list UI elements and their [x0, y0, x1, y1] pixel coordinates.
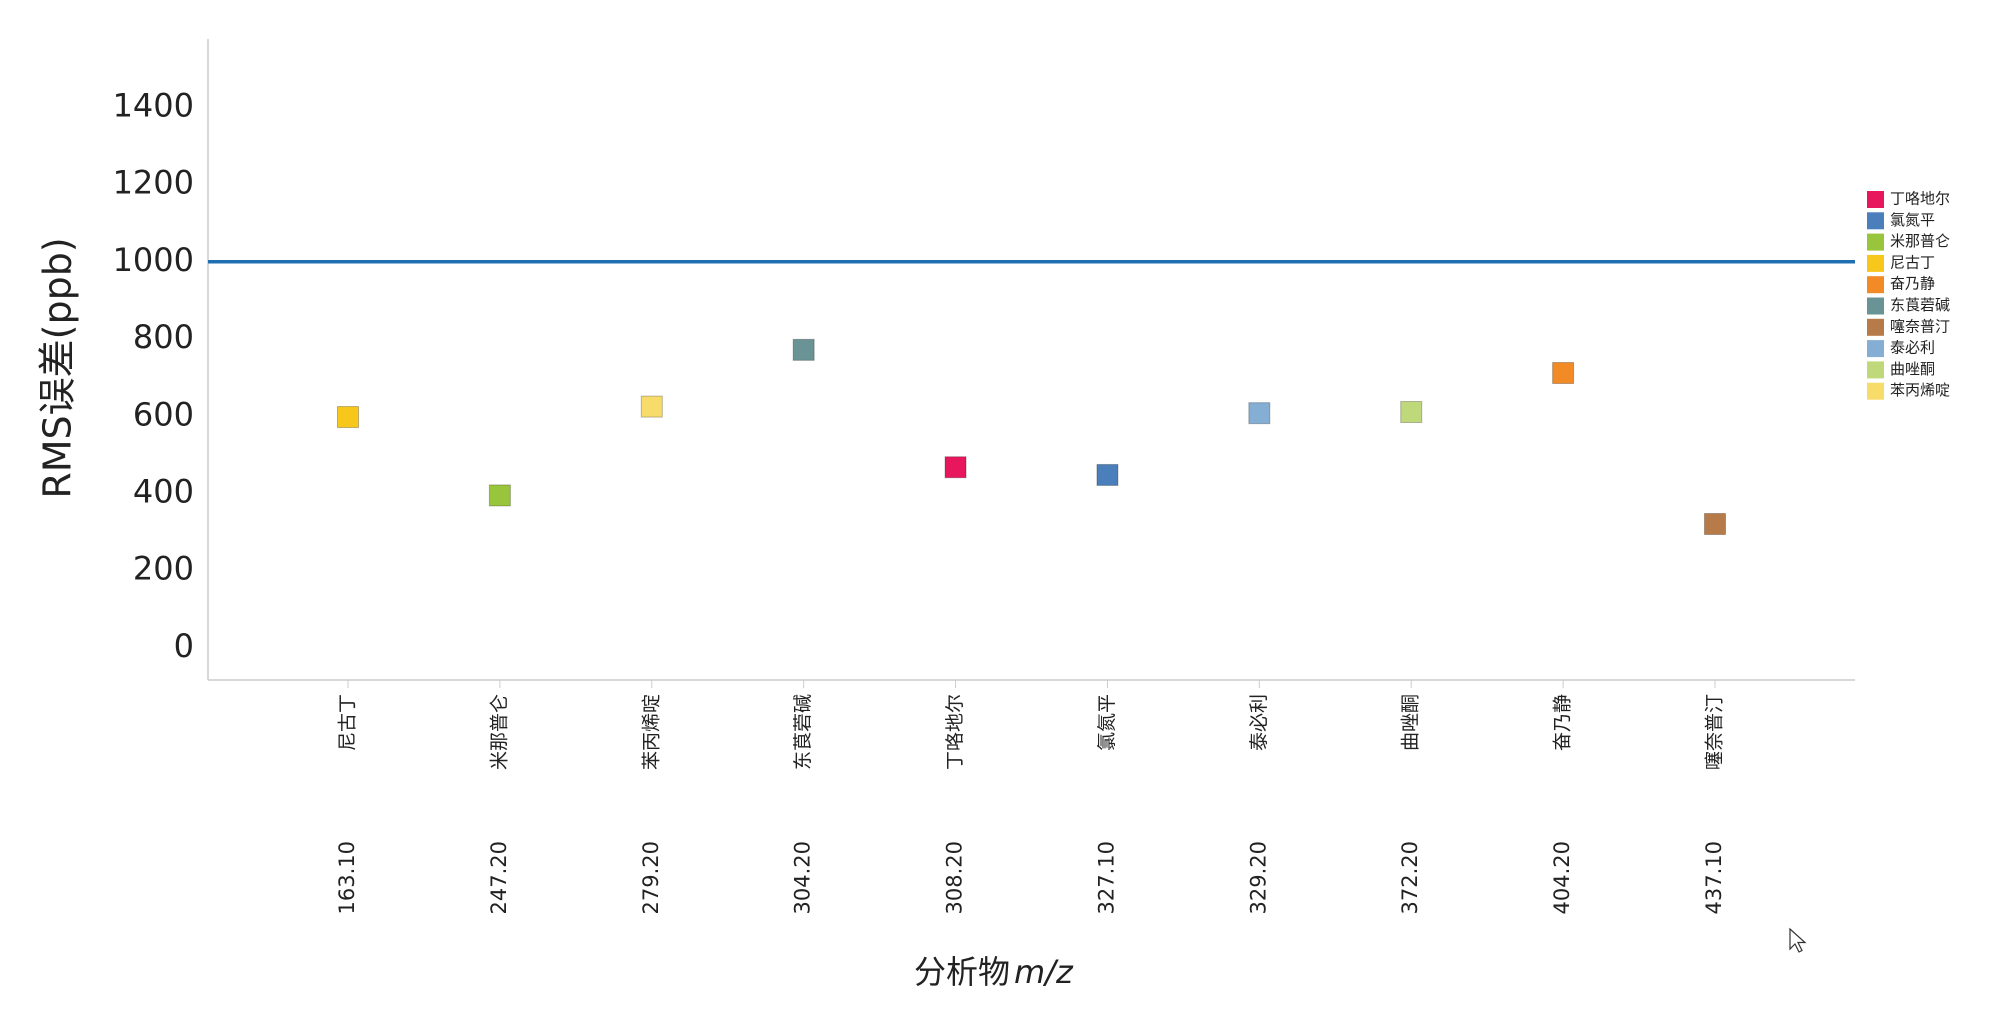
- mz-label: 437.10: [1702, 841, 1726, 914]
- marker: [1400, 401, 1423, 424]
- legend-label: 东莨菪碱: [1890, 296, 1950, 314]
- legend-label: 丁咯地尔: [1890, 190, 1950, 208]
- legend-swatch: [1867, 297, 1884, 315]
- mz-label: 329.20: [1246, 841, 1270, 914]
- marker: [944, 456, 967, 479]
- mz-label: 279.20: [639, 841, 663, 914]
- y-tick-label: 1200: [113, 164, 194, 202]
- marker: [1248, 402, 1271, 425]
- marker: [1096, 463, 1119, 486]
- legend-label: 泰必利: [1890, 339, 1935, 357]
- x-tick-label: 东莨菪碱: [792, 694, 814, 770]
- legend-label: 曲唑酮: [1890, 360, 1935, 378]
- x-axis-label-italic: m/z: [1014, 953, 1074, 991]
- x-tick-label: 米那普仑: [488, 694, 510, 770]
- legend-swatch: [1867, 233, 1884, 251]
- y-axis-label: RMS误差(ppb): [36, 237, 80, 498]
- mz-label: 372.20: [1398, 841, 1422, 914]
- y-tick-label: 1400: [113, 86, 194, 124]
- legend-swatch: [1867, 191, 1884, 208]
- marker: [1704, 512, 1726, 535]
- x-axis-label: 分析物: [914, 953, 1010, 991]
- legend-label: 奋乃静: [1890, 275, 1935, 293]
- x-tick-label: 氯氮平: [1096, 694, 1118, 751]
- mz-label: 308.20: [943, 841, 967, 914]
- x-tick-label: 苯丙烯啶: [640, 694, 662, 770]
- legend-swatch: [1867, 276, 1884, 294]
- marker: [1552, 362, 1575, 385]
- mz-label: 327.10: [1094, 841, 1118, 914]
- y-tick-label: 1000: [113, 241, 194, 279]
- y-tick-label: 0: [174, 627, 194, 665]
- x-tick-label: 丁咯地尔: [944, 694, 966, 770]
- legend-label: 氯氮平: [1890, 211, 1935, 229]
- y-tick-label: 400: [133, 472, 194, 510]
- y-tick-label: 600: [133, 395, 194, 433]
- legend-swatch: [1867, 361, 1884, 379]
- marker: [792, 338, 815, 361]
- legend-swatch: [1867, 340, 1884, 358]
- marker: [488, 484, 511, 507]
- legend-swatch: [1867, 212, 1884, 230]
- x-tick-label: 尼古丁: [337, 694, 359, 751]
- y-tick-label: 800: [133, 318, 194, 356]
- marker: [640, 395, 663, 418]
- mz-label: 163.10: [335, 841, 359, 914]
- legend-swatch: [1867, 318, 1884, 336]
- x-tick-label: 曲唑酮: [1400, 694, 1422, 751]
- mz-label: 247.20: [487, 841, 511, 914]
- legend-swatch: [1867, 254, 1884, 272]
- x-tick-label: 奋乃静: [1552, 694, 1574, 751]
- legend-swatch: [1867, 382, 1884, 400]
- mz-label: 404.20: [1550, 841, 1574, 914]
- marker: [337, 406, 359, 429]
- x-tick-label: 噻奈普汀: [1704, 694, 1726, 770]
- legend-label: 噻奈普汀: [1890, 317, 1950, 335]
- x-tick-label: 泰必利: [1248, 694, 1270, 751]
- y-tick-label: 200: [133, 550, 194, 588]
- legend-label: 尼古丁: [1890, 253, 1935, 271]
- legend-label: 苯丙烯啶: [1890, 381, 1950, 399]
- cursor: [1789, 927, 1807, 953]
- legend-label: 米那普仑: [1890, 232, 1950, 250]
- mz-label: 304.20: [791, 841, 815, 914]
